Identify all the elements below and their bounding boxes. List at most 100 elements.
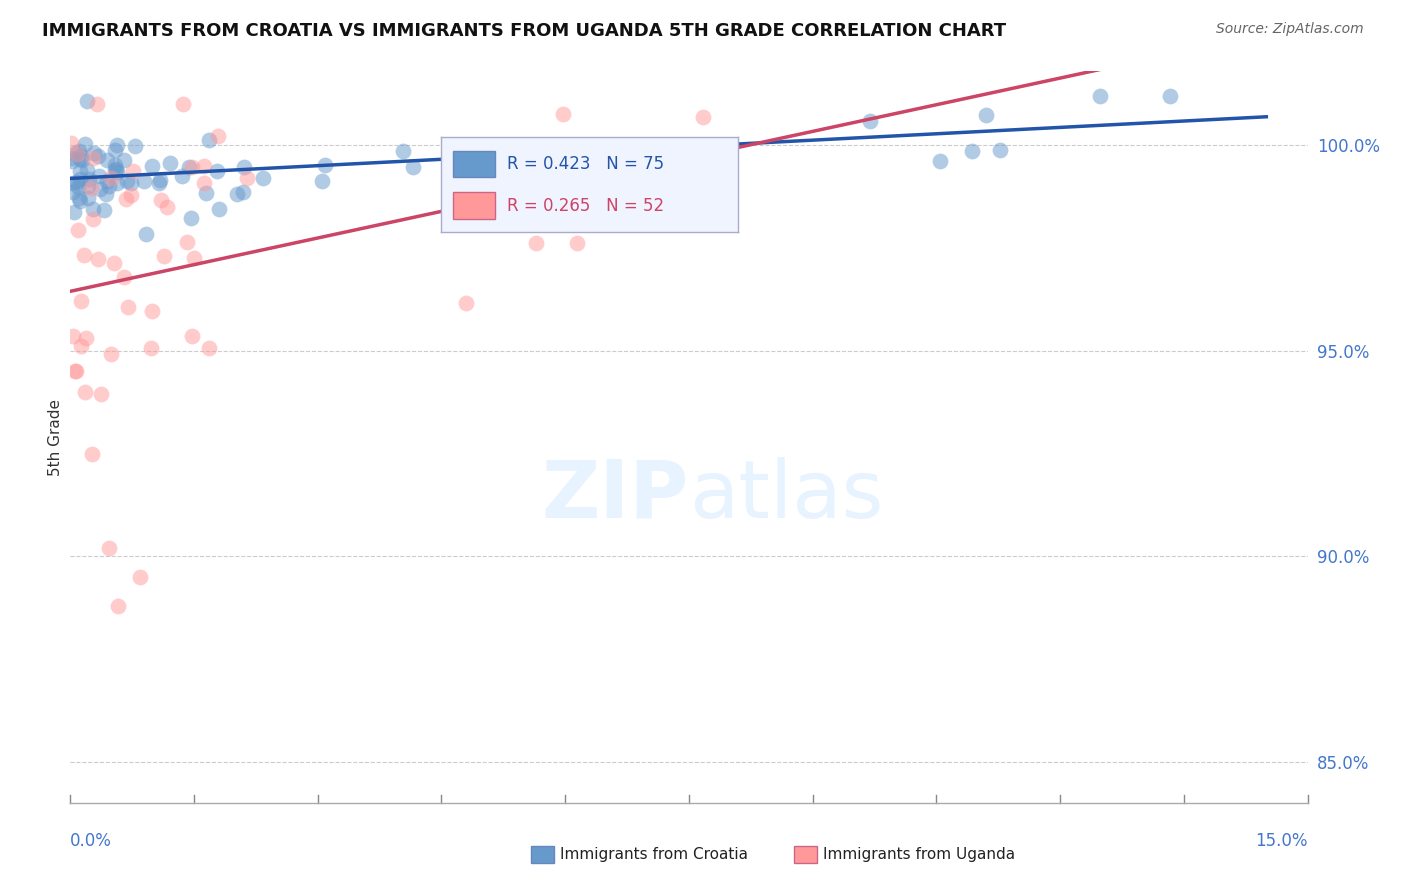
Point <box>207 164 229 178</box>
Point <box>159 156 181 170</box>
Point <box>314 158 336 172</box>
Point <box>208 202 231 216</box>
Point <box>75 136 97 151</box>
Point <box>122 164 145 178</box>
Point <box>988 143 1011 157</box>
Point <box>65 146 87 161</box>
Point <box>198 342 221 356</box>
Text: atlas: atlas <box>689 457 883 534</box>
Point <box>120 188 142 202</box>
Point <box>104 163 127 178</box>
Point <box>60 154 83 169</box>
Point <box>128 570 150 584</box>
Point <box>98 178 121 193</box>
Point <box>87 149 110 163</box>
Point <box>172 97 194 112</box>
Point <box>82 446 104 460</box>
Text: ZIP: ZIP <box>541 457 689 534</box>
Point <box>62 185 84 199</box>
Point <box>70 153 93 167</box>
Point <box>565 235 588 250</box>
Point <box>65 363 87 377</box>
Point <box>232 160 254 174</box>
Point <box>181 328 204 343</box>
Point <box>117 300 139 314</box>
Point <box>112 270 135 285</box>
Point <box>682 140 704 154</box>
Point <box>524 236 547 251</box>
Point <box>170 169 193 184</box>
Point <box>858 114 880 128</box>
Point <box>62 176 84 190</box>
Point <box>149 173 172 187</box>
Point <box>193 159 215 173</box>
Point <box>449 165 471 179</box>
Point <box>193 176 215 190</box>
Point <box>107 599 129 613</box>
Point <box>176 235 198 249</box>
Point <box>107 176 129 190</box>
Point <box>152 249 174 263</box>
Point <box>112 153 135 168</box>
Text: IMMIGRANTS FROM CROATIA VS IMMIGRANTS FROM UGANDA 5TH GRADE CORRELATION CHART: IMMIGRANTS FROM CROATIA VS IMMIGRANTS FR… <box>42 22 1007 40</box>
Point <box>195 186 218 200</box>
Point <box>402 160 425 174</box>
Point <box>232 185 254 199</box>
Point <box>73 248 96 262</box>
Point <box>105 165 128 179</box>
Point <box>69 152 91 166</box>
Point <box>235 171 257 186</box>
Point <box>87 252 110 266</box>
Point <box>517 215 540 229</box>
Point <box>103 255 125 269</box>
Point <box>1088 89 1111 103</box>
Point <box>69 172 91 186</box>
Point <box>181 160 204 174</box>
Point <box>75 384 97 399</box>
Point <box>77 179 100 194</box>
Point <box>141 341 163 355</box>
Point <box>517 141 540 155</box>
Point <box>124 139 146 153</box>
Point <box>94 187 117 202</box>
Point <box>960 144 983 158</box>
Point <box>69 164 91 178</box>
Point <box>494 212 516 227</box>
Point <box>65 364 87 378</box>
Point <box>105 137 128 152</box>
Point <box>82 202 104 216</box>
Point <box>180 211 202 225</box>
Point <box>90 387 112 401</box>
Point <box>533 159 555 173</box>
Point <box>482 160 505 174</box>
Point <box>76 94 98 108</box>
Point <box>69 294 91 309</box>
Point <box>141 304 163 318</box>
Point <box>177 161 200 175</box>
Point <box>76 162 98 177</box>
Point <box>551 107 574 121</box>
Point <box>96 153 118 167</box>
Point <box>156 200 179 214</box>
Point <box>66 180 89 194</box>
Point <box>67 223 90 237</box>
Point <box>150 193 173 207</box>
Point <box>928 153 950 168</box>
Point <box>207 129 229 144</box>
Point <box>66 175 89 189</box>
Point <box>692 110 714 124</box>
Point <box>104 161 127 176</box>
Point <box>87 169 110 184</box>
Point <box>104 158 127 172</box>
Point <box>82 151 104 165</box>
Point <box>97 541 120 555</box>
Point <box>1159 89 1181 103</box>
Text: Immigrants from Croatia: Immigrants from Croatia <box>560 847 748 862</box>
Point <box>86 97 108 112</box>
Point <box>80 181 103 195</box>
Text: Immigrants from Uganda: Immigrants from Uganda <box>823 847 1015 862</box>
Point <box>67 144 90 158</box>
Point <box>93 203 115 218</box>
Point <box>77 191 100 205</box>
Point <box>60 151 83 165</box>
